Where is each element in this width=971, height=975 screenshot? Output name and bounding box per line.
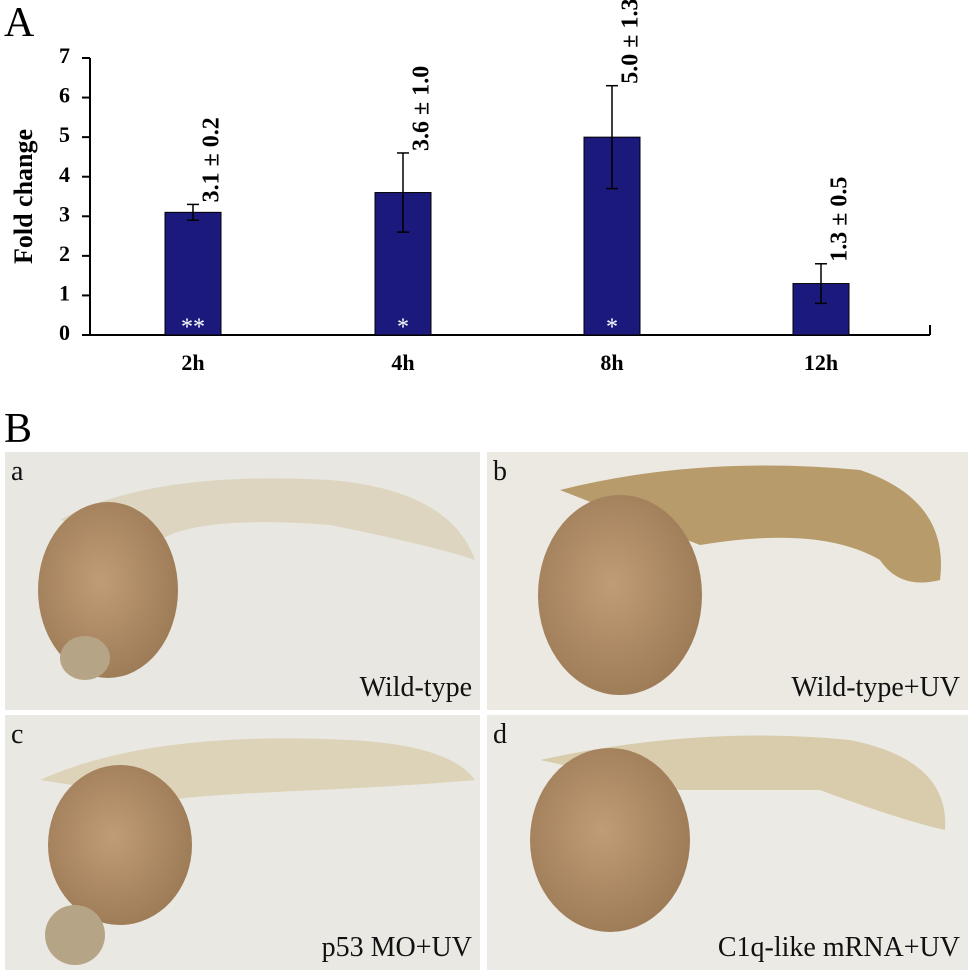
error-bar xyxy=(187,203,199,221)
panel-label: A xyxy=(4,0,35,46)
panel-caption: C1q-like mRNA+UV xyxy=(718,932,960,963)
photo-d xyxy=(487,715,968,970)
significance-mark: * xyxy=(397,315,409,341)
value-label: 3.1 ± 0.2 xyxy=(199,117,225,202)
y-tick-label: 0 xyxy=(59,320,70,345)
error-bar xyxy=(397,152,409,233)
panel-letter: c xyxy=(11,719,23,750)
y-tick-label: 3 xyxy=(59,201,70,226)
value-label: 1.3 ± 0.5 xyxy=(827,177,853,262)
photo-a xyxy=(5,452,480,710)
panel-letter: a xyxy=(11,456,24,487)
panel-letter: d xyxy=(493,719,507,750)
x-tick-label: 12h xyxy=(804,350,838,375)
error-bar xyxy=(606,84,618,190)
y-tick-label: 4 xyxy=(59,162,70,187)
y-tick-label: 6 xyxy=(59,83,70,108)
photo-c xyxy=(5,715,480,970)
significance-mark: ** xyxy=(181,315,205,341)
significance-mark: * xyxy=(606,315,618,341)
y-tick-label: 1 xyxy=(59,280,70,305)
panel-letter: b xyxy=(493,456,507,487)
y-tick-label: 5 xyxy=(59,122,70,147)
y-tick-label: 2 xyxy=(59,241,70,266)
panel-caption: Wild-type+UV xyxy=(791,672,960,703)
panel-caption: Wild-type xyxy=(360,672,472,703)
value-label: 3.6 ± 1.0 xyxy=(409,66,435,151)
bar xyxy=(164,211,222,336)
x-tick-label: 4h xyxy=(391,350,414,375)
y-axis-label: Fold change xyxy=(9,129,38,264)
value-label: 5.0 ± 1.3 xyxy=(618,0,644,84)
y-tick-label: 7 xyxy=(59,43,70,68)
x-tick-label: 2h xyxy=(181,350,204,375)
x-tick-label: 8h xyxy=(600,350,623,375)
panel-caption: p53 MO+UV xyxy=(322,932,472,963)
photo-b xyxy=(487,452,968,710)
error-bar xyxy=(815,263,827,305)
panel-label: B xyxy=(4,406,32,452)
